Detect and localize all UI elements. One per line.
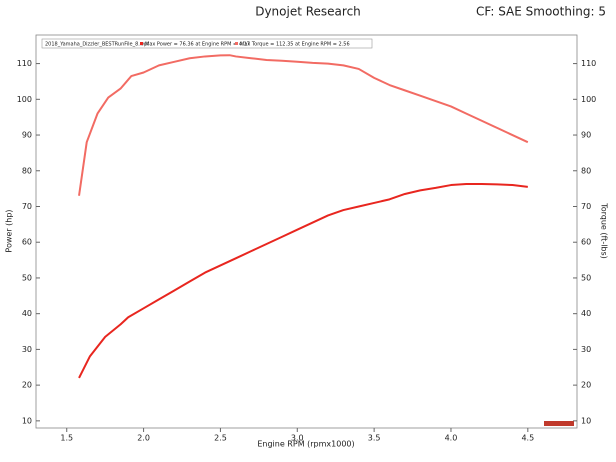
y2-tick-label: 40	[581, 309, 591, 318]
y-tick-label: 90	[22, 131, 32, 140]
y-tick-label: 10	[22, 416, 32, 425]
plot-area	[35, 34, 578, 429]
legend-title: 2018_Yamaha_Dizzler_BESTRunFile_8.wpf	[45, 42, 149, 48]
y2-tick-label: 70	[581, 202, 591, 211]
series-line	[78, 54, 529, 196]
y-tick-label: 40	[22, 309, 32, 318]
y-tick-label: 110	[17, 59, 32, 68]
y-tick-label: 80	[22, 166, 32, 175]
y2-tick-label: 90	[581, 131, 591, 140]
logo	[544, 421, 574, 426]
y-tick-label: 100	[17, 95, 32, 104]
y2-tick-label: 30	[581, 345, 591, 354]
y-tick-label: 50	[22, 273, 32, 282]
y-tick-label: 20	[22, 381, 32, 390]
y-tick-label: 60	[22, 238, 32, 247]
chart-subtitle: CF: SAE Smoothing: 5	[476, 5, 606, 19]
legend-label: Max Torque = 112.35 at Engine RPM = 2.56	[240, 42, 350, 48]
y-tick-label: 30	[22, 345, 32, 354]
x-tick-label: 2.5	[214, 434, 227, 443]
y-axis-label: Power (hp)	[5, 209, 14, 252]
y2-tick-label: 100	[581, 95, 596, 104]
x-tick-label: 4.0	[445, 434, 458, 443]
series-line	[78, 182, 528, 379]
legend-label: Max Power = 76.36 at Engine RPM = 4.17	[145, 42, 250, 48]
y2-tick-label: 20	[581, 381, 591, 390]
x-tick-label: 3.5	[368, 434, 381, 443]
legend-swatch	[235, 42, 238, 45]
x-tick-label: 3.0	[291, 434, 304, 443]
y2-tick-label: 50	[581, 273, 591, 282]
legend-swatch	[140, 42, 143, 45]
x-axis-label: Engine RPM (rpmx1000)	[257, 440, 354, 449]
x-tick-label: 1.5	[60, 434, 73, 443]
y2-axis-label: Torque (ft-lbs)	[600, 202, 609, 259]
y2-tick-label: 110	[581, 59, 596, 68]
chart-title: Dynojet Research	[255, 5, 361, 19]
y-tick-label: 70	[22, 202, 32, 211]
y2-tick-label: 10	[581, 416, 591, 425]
x-tick-label: 4.5	[521, 434, 534, 443]
y2-tick-label: 80	[581, 166, 591, 175]
x-tick-label: 2.0	[137, 434, 150, 443]
legend: 2018_Yamaha_Dizzler_BESTRunFile_8.wpf	[41, 38, 373, 49]
legend-box	[41, 38, 373, 49]
y2-tick-label: 60	[581, 238, 591, 247]
